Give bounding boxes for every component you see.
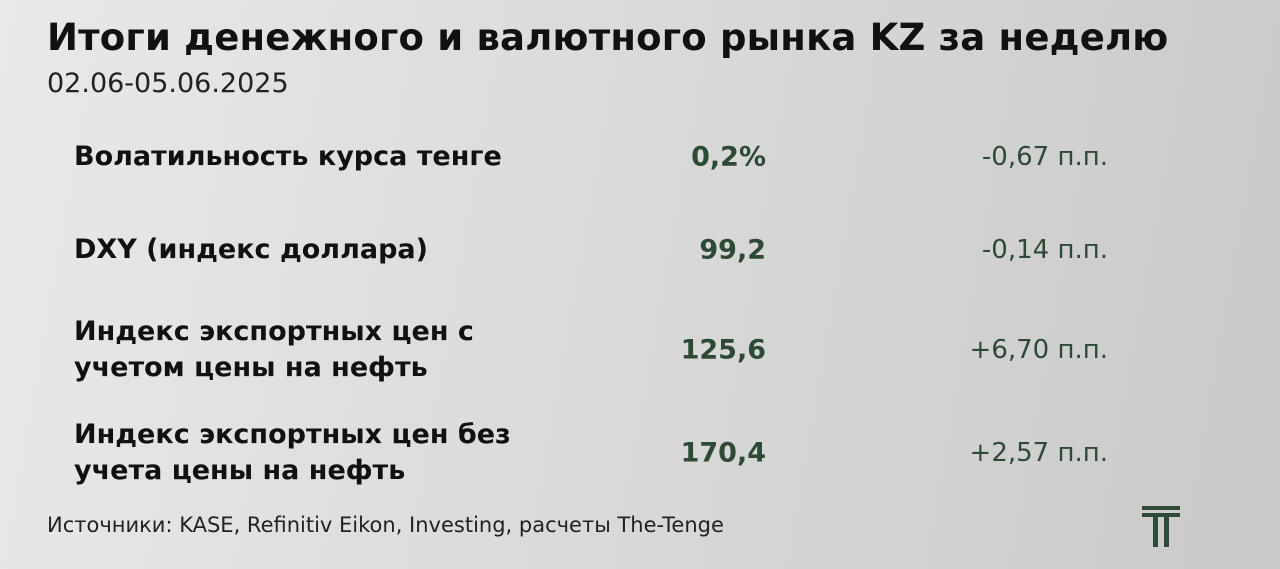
title: Итоги денежного и валютного рынка KZ за … [47,16,1169,59]
label-line: учетом цены на нефть [74,352,428,383]
subtitle: 02.06-05.06.2025 [47,68,289,99]
row-value: 170,4 [680,437,766,469]
row-value: 125,6 [680,334,766,366]
row-value: 0,2% [691,141,766,173]
table-row: Индекс экспортных цен с учетом цены на не… [0,305,1280,395]
row-label: Индекс экспортных цен с учетом цены на не… [74,314,474,386]
source: Источники: KASE, Refinitiv Eikon, Invest… [47,513,724,537]
table-row: Волатильность курса тенге 0,2% -0,67 п.п. [0,112,1280,202]
row-label: Волатильность курса тенге [74,139,502,175]
logo [1142,506,1180,547]
row-change: -0,67 п.п. [981,142,1108,172]
label-line: Индекс экспортных цен без [74,419,511,450]
label-line: Волатильность курса тенге [74,141,502,172]
label-line: DXY (индекс доллара) [74,234,428,265]
row-change: -0,14 п.п. [981,235,1108,265]
row-change: +2,57 п.п. [969,438,1108,468]
row-change: +6,70 п.п. [969,335,1108,365]
row-label: DXY (индекс доллара) [74,232,428,268]
table-row: DXY (индекс доллара) 99,2 -0,14 п.п. [0,205,1280,295]
row-value: 99,2 [699,234,766,266]
table-row: Индекс экспортных цен без учета цены на н… [0,408,1280,498]
label-line: учета цены на нефть [74,455,406,486]
row-label: Индекс экспортных цен без учета цены на н… [74,417,511,489]
label-line: Индекс экспортных цен с [74,316,474,347]
